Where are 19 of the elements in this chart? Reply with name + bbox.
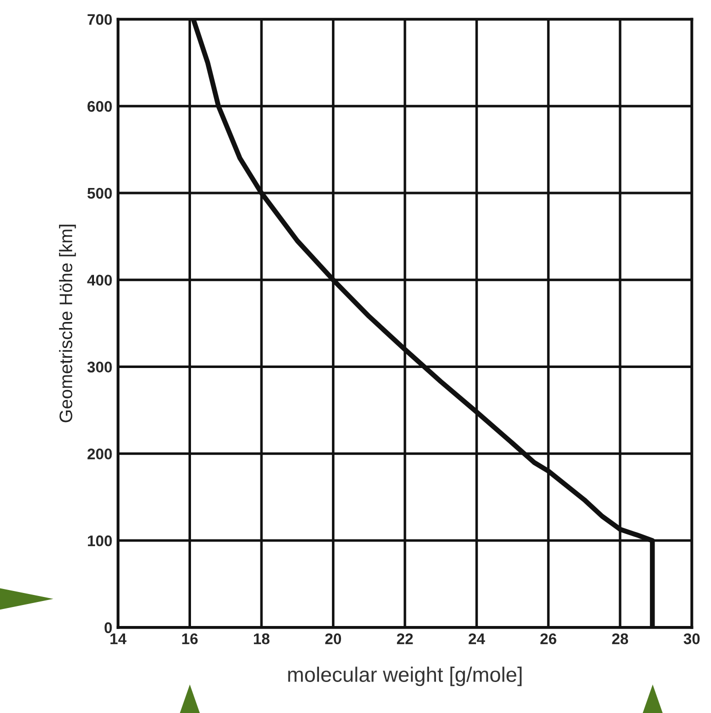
x-tick-label: 22: [396, 633, 413, 644]
y-tick-label: 500: [87, 188, 112, 199]
y-tick-label: 0: [104, 622, 112, 634]
x-tick-label: 14: [110, 634, 126, 644]
y-tick-label: 300: [87, 362, 112, 372]
x-tick-label: 24: [468, 633, 486, 644]
x-axis-title: molecular weight [g/mole]: [288, 666, 522, 686]
x-tick-label: 28: [612, 633, 628, 644]
y-tick-label: 700: [88, 14, 112, 25]
x-tick-label: 16: [182, 633, 198, 644]
x-tick-label: 30: [684, 633, 700, 644]
x-tick-label: 20: [325, 633, 342, 644]
y-tick-label: 400: [87, 274, 112, 286]
y-tick-label: 100: [88, 535, 112, 546]
x-tick-label: 18: [254, 633, 270, 644]
y-axis-title: Geometrische Höhe [km]: [59, 224, 76, 422]
y-tick-label: 200: [88, 448, 112, 460]
x-tick-label: 26: [540, 633, 556, 644]
y-tick-label: 600: [88, 101, 112, 112]
